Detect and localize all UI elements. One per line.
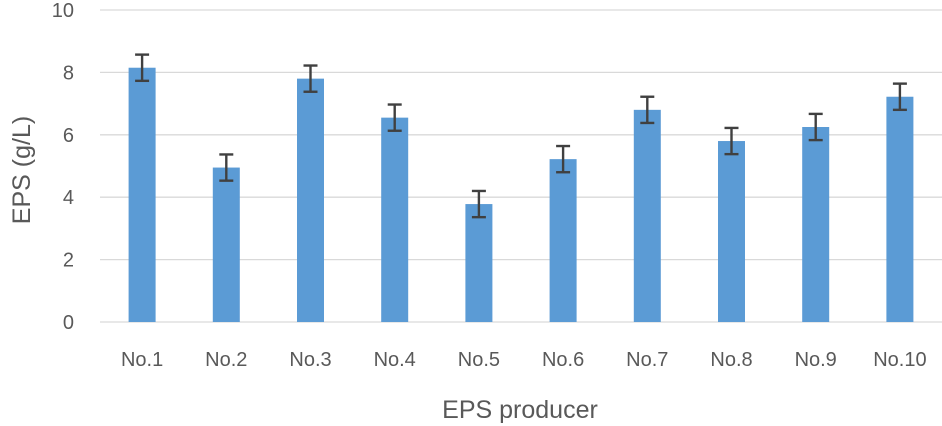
x-tick-label: No.6 bbox=[542, 349, 584, 371]
y-tick-label: 6 bbox=[63, 125, 74, 147]
bar bbox=[212, 167, 240, 322]
bars bbox=[128, 67, 914, 323]
error-bar bbox=[303, 64, 318, 93]
x-tick-label: No.8 bbox=[710, 349, 752, 371]
bar bbox=[549, 159, 577, 322]
x-axis-title: EPS producer bbox=[442, 396, 598, 424]
y-tick-label: 8 bbox=[63, 62, 74, 84]
error-bar bbox=[640, 95, 655, 125]
bar bbox=[128, 67, 156, 322]
x-tick-label: No.4 bbox=[374, 349, 416, 371]
y-axis-title: EPS (g/L) bbox=[8, 116, 36, 224]
x-tick-label: No.3 bbox=[289, 349, 331, 371]
error-bar bbox=[808, 112, 823, 142]
bar bbox=[886, 96, 914, 323]
error-bar bbox=[724, 126, 739, 156]
bar bbox=[718, 141, 745, 322]
y-axis-ticks: 0 2 4 6 8 10 bbox=[52, 0, 74, 334]
bar bbox=[381, 117, 409, 322]
bar bbox=[633, 109, 661, 322]
error-bar bbox=[219, 153, 234, 182]
y-tick-label: 10 bbox=[52, 0, 74, 22]
x-tick-label: No.5 bbox=[458, 349, 500, 371]
bar bbox=[465, 204, 493, 322]
error-bar bbox=[387, 103, 402, 132]
error-bar bbox=[471, 189, 486, 219]
error-bar bbox=[556, 144, 571, 174]
x-tick-label: No.9 bbox=[795, 349, 837, 371]
x-tick-label: No.10 bbox=[873, 349, 926, 371]
gridlines bbox=[100, 9, 942, 323]
error-bar bbox=[892, 82, 907, 112]
x-tick-label: No.7 bbox=[626, 349, 668, 371]
error-bars bbox=[135, 53, 907, 219]
bar bbox=[802, 127, 830, 322]
x-axis-ticks: No.1 No.2 No.3 No.4 No.5 No.6 No.7 No.8 No.9 No.1… bbox=[121, 349, 927, 371]
y-tick-label: 0 bbox=[63, 312, 74, 334]
x-tick-label: No.2 bbox=[205, 349, 247, 371]
y-tick-label: 2 bbox=[63, 250, 74, 272]
error-bar bbox=[135, 53, 150, 83]
x-tick-label: No.1 bbox=[121, 349, 163, 371]
bar bbox=[297, 78, 324, 322]
y-tick-label: 4 bbox=[63, 187, 74, 209]
